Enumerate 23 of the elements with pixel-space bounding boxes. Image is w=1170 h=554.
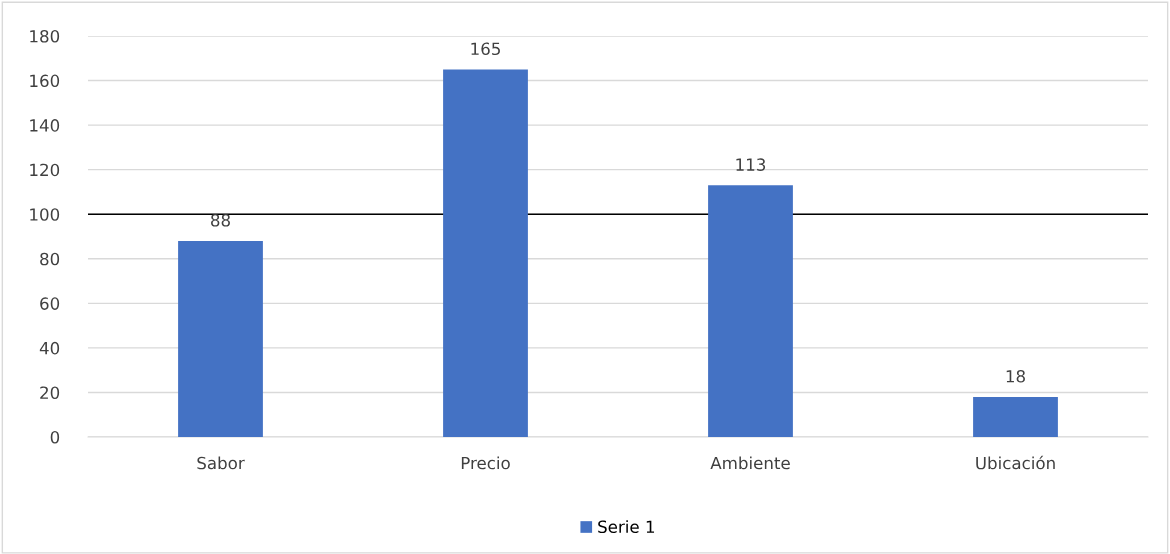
x-tick-label: Ambiente <box>710 456 790 470</box>
y-tick-label: 120 <box>30 163 60 177</box>
data-label: 18 <box>1006 369 1025 383</box>
bar <box>973 396 1058 437</box>
y-tick-label: 80 <box>40 252 60 266</box>
y-tick-label: 60 <box>40 297 60 310</box>
y-tick-label: 100 <box>30 208 60 221</box>
data-label: 113 <box>736 158 766 171</box>
data-label: 88 <box>211 214 230 227</box>
y-tick-label: 140 <box>30 119 60 132</box>
x-tick-label: Ubicación <box>976 455 1055 470</box>
x-tick-label: Sabor <box>197 456 245 470</box>
y-tick-label: 40 <box>39 341 60 355</box>
bar <box>178 240 263 437</box>
y-tick-label: 20 <box>40 386 60 400</box>
y-tick-label: 180 <box>30 29 60 43</box>
legend-label: Serie 1 <box>598 520 655 534</box>
y-tick-label: 160 <box>30 74 60 88</box>
data-label: 165 <box>471 42 500 56</box>
y-tick-label: 0 <box>50 430 60 444</box>
x-tick-label: Precio <box>461 456 510 470</box>
bar <box>443 69 528 437</box>
bar <box>708 185 793 437</box>
